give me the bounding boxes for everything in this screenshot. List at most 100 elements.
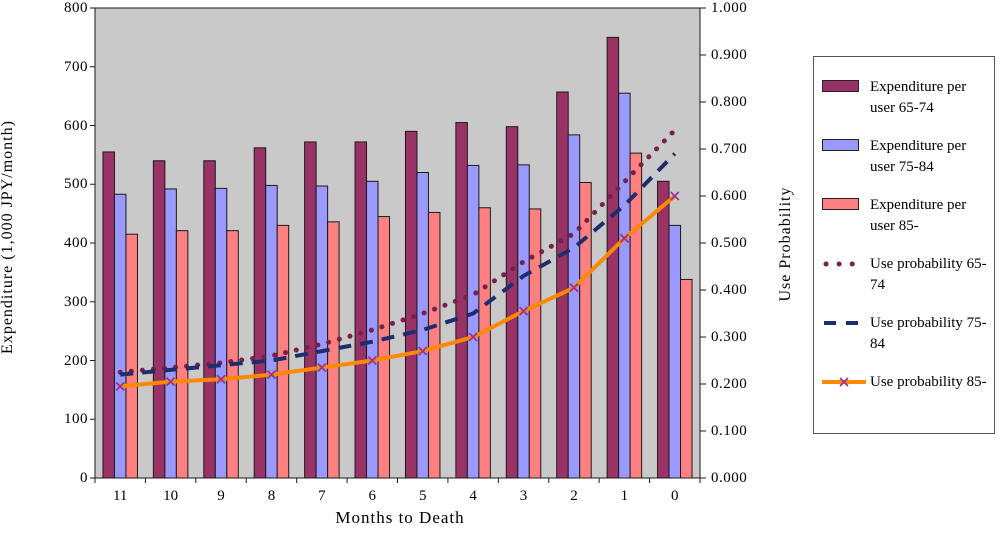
bar-swatch-icon [822, 139, 859, 151]
bar-expenditure-per-user-65-74-month-6 [354, 141, 368, 479]
right-axis-title: Use Probability [777, 186, 794, 302]
bar-expenditure-per-user-75-84-month-5 [416, 172, 429, 479]
legend-label-expenditure-per-user-65-74: Expenditure per user 65-74 [870, 79, 967, 116]
solid-line-x-marker-swatch-icon [822, 377, 866, 387]
legend-swatch-expenditure-per-user-85- [822, 195, 870, 210]
bar-expenditure-per-user-75-84-month-11 [113, 193, 127, 479]
left-axis-tick-label: 200 [64, 352, 88, 369]
bar-expenditure-per-user-65-74-month-0 [657, 180, 670, 479]
left-axis-tick-label: 300 [64, 293, 88, 310]
x-axis-tick-label: 11 [112, 488, 128, 504]
x-axis-tick-label: 5 [418, 488, 427, 504]
legend-swatch-expenditure-per-user-75-84 [822, 136, 870, 151]
right-axis-tick-label: 0.000 [711, 470, 748, 486]
legend-swatch-expenditure-per-user-65-74 [822, 77, 870, 92]
right-axis-tick-label: 0.100 [711, 423, 748, 439]
bar-expenditure-per-user-85--month-3 [528, 208, 542, 479]
bar-expenditure-per-user-75-84-month-0 [668, 224, 682, 479]
bar-expenditure-per-user-85--month-9 [226, 230, 239, 479]
x-axis-tick-label: 3 [519, 488, 528, 504]
x-marker [468, 332, 478, 342]
left-axis-tick-label: 500 [64, 176, 88, 193]
line-use-probability-85- [120, 194, 677, 389]
bar-expenditure-per-user-75-84-month-8 [265, 184, 278, 479]
bar-expenditure-per-user-85--month-1 [629, 152, 643, 479]
x-axis-tick-label: 7 [318, 488, 326, 504]
x-marker [115, 381, 125, 391]
legend-item-expenditure-per-user-85-: Expenditure per user 85- [822, 195, 988, 237]
bar-expenditure-per-user-75-84-month-4 [466, 164, 480, 479]
right-axis-tick-label: 0.600 [711, 188, 748, 204]
x-marker [165, 377, 176, 387]
right-axis-tick-label: 0.700 [711, 141, 748, 157]
legend-item-use-probability-85-: Use probability 85- [822, 372, 988, 394]
bar-expenditure-per-user-75-84-month-9 [214, 187, 228, 479]
x-axis-tick-label: 9 [217, 488, 225, 504]
legend-item-use-probability-75-84: Use probability 75-84 [822, 313, 988, 355]
legend-label-use-probability-85-: Use probability 85- [870, 374, 987, 390]
legend-swatch-use-probability-75-84 [822, 313, 870, 335]
x-axis-tick-label: 0 [671, 488, 679, 504]
right-axis-tick-label: 0.300 [711, 329, 748, 345]
legend: Expenditure per user 65-74 Expenditure pe… [813, 56, 995, 434]
x-axis-title: Months to Death [335, 508, 465, 527]
x-marker [367, 355, 377, 366]
x-marker [418, 346, 428, 356]
bar-swatch-icon [822, 198, 859, 210]
x-axis-tick-label: 6 [368, 488, 377, 504]
bar-expenditure-per-user-85--month-8 [276, 224, 290, 479]
bar-expenditure-per-user-65-74-month-5 [404, 130, 418, 479]
legend-item-expenditure-per-user-75-84: Expenditure per user 75-84 [822, 136, 988, 178]
bar-expenditure-per-user-65-74-month-10 [152, 160, 166, 479]
bar-expenditure-per-user-85--month-4 [478, 207, 491, 479]
right-axis-tick-label: 0.400 [711, 282, 748, 298]
dotted-line-swatch-icon [823, 261, 865, 267]
bar-expenditure-per-user-85--month-6 [377, 216, 391, 479]
legend-label-expenditure-per-user-75-84: Expenditure per user 75-84 [870, 138, 967, 175]
bar-expenditure-per-user-65-74-month-9 [203, 160, 216, 479]
legend-label-use-probability-65-74: Use probability 65-74 [870, 256, 987, 293]
bar-expenditure-per-user-65-74-month-8 [253, 147, 267, 479]
left-axis-tick-label: 800 [64, 0, 88, 16]
bar-expenditure-per-user-85--month-10 [175, 230, 189, 479]
x-marker [317, 362, 327, 373]
x-marker [266, 369, 277, 380]
legend-label-use-probability-75-84: Use probability 75-84 [870, 315, 987, 352]
bar-expenditure-per-user-75-84-month-1 [618, 92, 631, 479]
bar-expenditure-per-user-75-84-month-10 [164, 188, 177, 479]
bar-expenditure-per-user-65-74-month-11 [102, 151, 115, 479]
bar-expenditure-per-user-85--month-0 [680, 278, 693, 479]
bar-expenditure-per-user-75-84-month-7 [315, 185, 329, 479]
legend-item-expenditure-per-user-65-74: Expenditure per user 65-74 [822, 77, 988, 119]
bar-expenditure-per-user-65-74-month-7 [304, 141, 317, 479]
legend-label-expenditure-per-user-85-: Expenditure per user 85- [870, 197, 967, 234]
legend-item-use-probability-65-74: Use probability 65-74 [822, 254, 988, 296]
bar-expenditure-per-user-75-84-month-2 [567, 134, 581, 479]
bar-expenditure-per-user-85--month-2 [579, 181, 592, 479]
x-marker [619, 233, 630, 243]
right-axis-tick-label: 0.900 [711, 47, 748, 63]
x-axis-tick-label: 2 [570, 488, 578, 504]
left-axis-tick-label: 700 [64, 58, 88, 75]
left-axis-tick-label: 100 [64, 411, 88, 428]
left-axis-tick-label: 400 [64, 235, 88, 251]
x-axis-tick-label: 8 [267, 488, 276, 504]
bar-expenditure-per-user-65-74-month-2 [556, 91, 569, 479]
legend-swatch-use-probability-65-74 [822, 254, 870, 276]
left-axis-title: Expenditure (1,000 JPY/month) [0, 120, 16, 354]
bar-expenditure-per-user-75-84-month-3 [517, 164, 530, 479]
right-axis-tick-label: 0.500 [711, 235, 748, 251]
bar-expenditure-per-user-65-74-month-3 [505, 126, 519, 479]
bar-swatch-icon [822, 80, 859, 92]
x-marker [569, 283, 579, 293]
line-use-probability-75-84 [120, 152, 677, 377]
right-axis-tick-label: 0.800 [711, 94, 748, 110]
x-axis-tick-label: 4 [469, 488, 477, 504]
dashed-line-swatch-icon [824, 321, 866, 325]
x-marker [216, 374, 226, 384]
right-axis-tick-label: 0.200 [711, 376, 748, 392]
left-axis-tick-label: 600 [64, 117, 88, 134]
x-marker [518, 306, 529, 316]
